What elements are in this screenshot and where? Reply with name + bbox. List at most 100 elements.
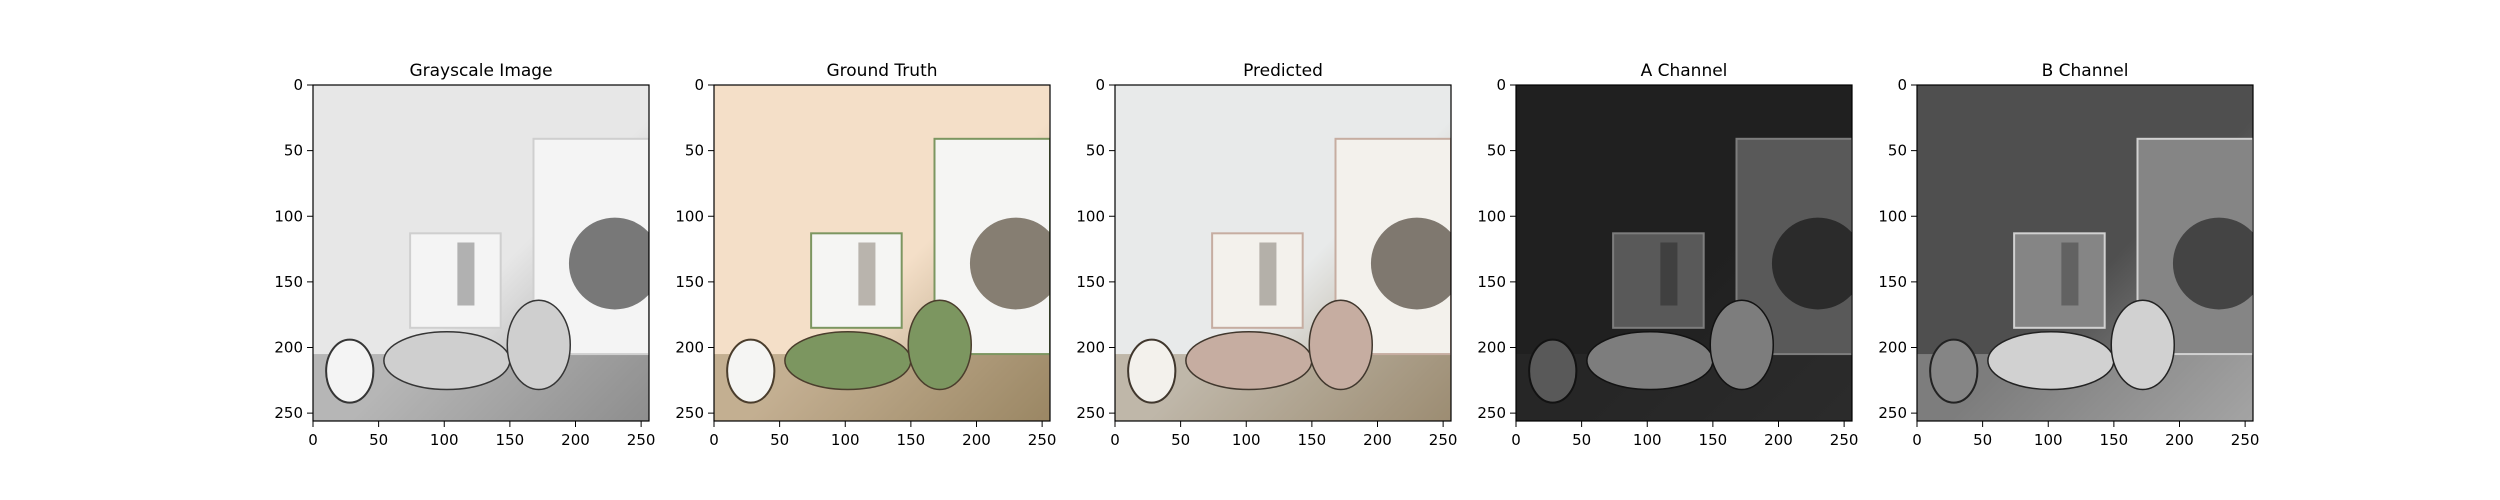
x-tick-label-200: 200 <box>2165 431 2194 449</box>
x-tick-label-250: 250 <box>2231 431 2260 449</box>
x-tick-label-100: 100 <box>831 431 860 449</box>
y-tick-label-50: 50 <box>685 142 704 160</box>
axes-frame <box>1515 84 1853 422</box>
tub-shape <box>784 331 912 391</box>
x-tick-label-150: 150 <box>496 431 525 449</box>
panel-title: Ground Truth <box>826 61 937 81</box>
y-tick-label-100: 100 <box>274 207 303 225</box>
y-tick-label-100: 100 <box>675 207 704 225</box>
x-tick-label-150: 150 <box>1298 431 1327 449</box>
y-tick-label-0: 0 <box>293 76 303 94</box>
basin-shadow <box>1259 242 1277 306</box>
cat-shape <box>1528 338 1578 404</box>
y-tick-label-150: 150 <box>1878 273 1907 291</box>
x-tick-label-200: 200 <box>1363 431 1392 449</box>
cat-shape <box>325 338 375 404</box>
image-area <box>1516 85 1852 421</box>
y-tick-label-50: 50 <box>1487 142 1506 160</box>
y-tick-label-150: 150 <box>274 273 303 291</box>
image-area <box>1917 85 2253 421</box>
y-tick-label-0: 0 <box>1897 76 1907 94</box>
panel-title: A Channel <box>1641 61 1728 81</box>
basin-shadow <box>858 242 876 306</box>
x-tick-label-50: 50 <box>1171 431 1190 449</box>
axes-frame <box>1114 84 1452 422</box>
x-tick-label-150: 150 <box>897 431 926 449</box>
panel-title: B Channel <box>2042 61 2129 81</box>
washer-door-shape <box>2172 217 2253 310</box>
y-tick-label-100: 100 <box>1477 207 1506 225</box>
x-tick-label-100: 100 <box>2034 431 2063 449</box>
tub-shape <box>1987 331 2115 391</box>
x-tick-label-250: 250 <box>1830 431 1859 449</box>
panel-title: Grayscale Image <box>409 61 552 81</box>
panel-2: Ground Truth 0 50 100 150 200 250 0 50 100 150 200 2… <box>675 61 1057 449</box>
y-tick-label-100: 100 <box>1878 207 1907 225</box>
x-tick-label-250: 250 <box>627 431 656 449</box>
y-tick-label-250: 250 <box>675 404 704 422</box>
y-tick-label-50: 50 <box>1086 142 1105 160</box>
basin-shape <box>409 232 502 329</box>
cat-shape <box>1929 338 1979 404</box>
x-tick-label-50: 50 <box>1973 431 1992 449</box>
x-tick-label-0: 0 <box>308 431 318 449</box>
cat-shape <box>1127 338 1177 404</box>
axes-frame <box>312 84 650 422</box>
axes-frame <box>713 84 1051 422</box>
basin-shape <box>1211 232 1304 329</box>
y-tick-label-50: 50 <box>284 142 303 160</box>
basin-shadow <box>457 242 475 306</box>
basin-shadow <box>1660 242 1678 306</box>
y-tick-label-250: 250 <box>274 404 303 422</box>
teddy-bear-shape <box>1308 299 1373 391</box>
washer-door-shape <box>568 217 649 310</box>
x-tick-label-100: 100 <box>1232 431 1261 449</box>
x-tick-label-250: 250 <box>1429 431 1458 449</box>
x-tick-label-50: 50 <box>369 431 388 449</box>
y-tick-label-200: 200 <box>1477 339 1506 357</box>
y-tick-label-150: 150 <box>1477 273 1506 291</box>
y-tick-label-200: 200 <box>675 339 704 357</box>
teddy-bear-shape <box>2110 299 2175 391</box>
panel-4: A Channel 0 50 100 150 200 250 0 50 100 150 200 250 <box>1477 61 1859 449</box>
tub-shape <box>383 331 511 391</box>
basin-shape <box>1612 232 1705 329</box>
x-tick-label-250: 250 <box>1028 431 1057 449</box>
cat-shape <box>726 338 776 404</box>
tub-shape <box>1586 331 1714 391</box>
y-tick-label-0: 0 <box>1496 76 1506 94</box>
x-tick-label-0: 0 <box>1511 431 1521 449</box>
image-area <box>1115 85 1451 421</box>
washer-door-shape <box>1771 217 1852 310</box>
panel-5: B Channel 0 50 100 150 200 250 0 50 100 150 200 250 <box>1878 61 2260 449</box>
axes-frame <box>1916 84 2254 422</box>
tub-shape <box>1185 331 1313 391</box>
y-tick-label-200: 200 <box>1878 339 1907 357</box>
y-tick-label-0: 0 <box>694 76 704 94</box>
x-tick-label-150: 150 <box>1699 431 1728 449</box>
washer-door-shape <box>969 217 1050 310</box>
x-tick-label-100: 100 <box>1633 431 1662 449</box>
y-tick-label-200: 200 <box>274 339 303 357</box>
panel-1: Grayscale Image 0 50 100 150 200 250 0 50 100 150 2… <box>274 61 656 449</box>
x-tick-label-0: 0 <box>1110 431 1120 449</box>
x-tick-label-150: 150 <box>2100 431 2129 449</box>
washer-door-shape <box>1370 217 1451 310</box>
y-tick-label-250: 250 <box>1076 404 1105 422</box>
panel-title: Predicted <box>1243 61 1323 81</box>
x-tick-label-50: 50 <box>1572 431 1591 449</box>
teddy-bear-shape <box>506 299 571 391</box>
image-area <box>313 85 649 421</box>
x-tick-label-0: 0 <box>1912 431 1922 449</box>
teddy-bear-shape <box>1709 299 1774 391</box>
y-tick-label-100: 100 <box>1076 207 1105 225</box>
x-tick-label-200: 200 <box>962 431 991 449</box>
y-tick-label-250: 250 <box>1878 404 1907 422</box>
y-tick-label-50: 50 <box>1888 142 1907 160</box>
teddy-bear-shape <box>907 299 972 391</box>
basin-shape <box>810 232 903 329</box>
y-tick-label-200: 200 <box>1076 339 1105 357</box>
x-tick-label-200: 200 <box>561 431 590 449</box>
